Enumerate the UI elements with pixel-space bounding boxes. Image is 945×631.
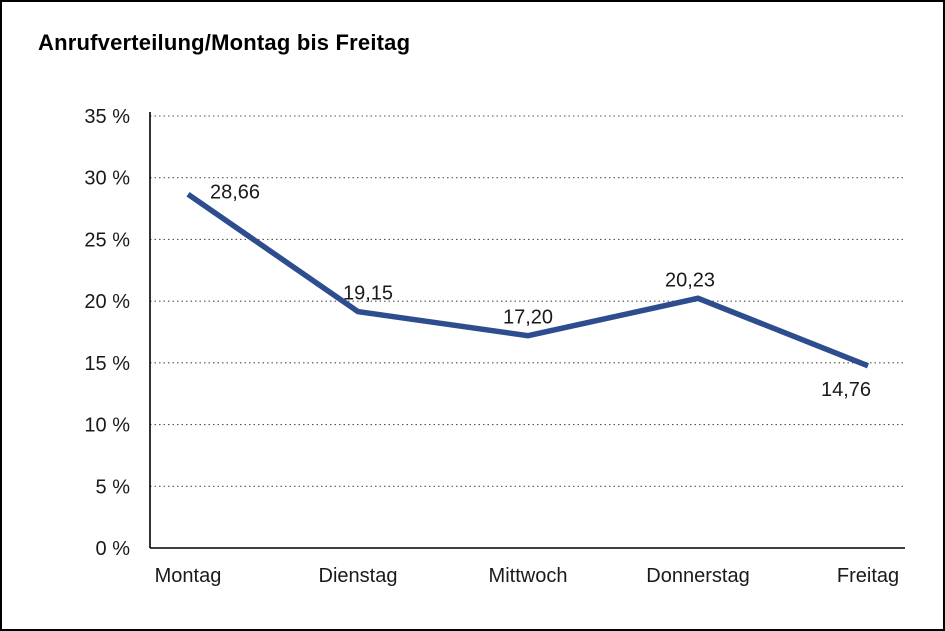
y-tick-label: 20 % xyxy=(84,291,130,313)
data-line xyxy=(186,191,870,369)
data-point-label: 20,23 xyxy=(665,269,715,291)
y-tick-label: 0 % xyxy=(96,538,131,560)
x-category-label: Mittwoch xyxy=(489,565,568,587)
x-category-label: Dienstag xyxy=(319,565,398,587)
data-point-label: 19,15 xyxy=(343,283,393,305)
data-point-label: 28,66 xyxy=(210,181,260,203)
data-point-label: 14,76 xyxy=(821,379,871,401)
y-tick-label: 25 % xyxy=(84,229,130,251)
data-point-label: 17,20 xyxy=(503,307,553,329)
y-tick-label: 35 % xyxy=(84,106,130,128)
chart-title: Anrufverteilung/Montag bis Freitag xyxy=(38,30,411,55)
x-category-label: Donnerstag xyxy=(646,565,749,587)
y-tick-label: 10 % xyxy=(84,415,130,437)
y-tick-label: 15 % xyxy=(84,353,130,375)
y-tick-label: 30 % xyxy=(84,168,130,190)
x-category-label: Freitag xyxy=(837,565,899,587)
y-tick-label: 5 % xyxy=(96,476,131,498)
x-category-label: Montag xyxy=(155,565,222,587)
